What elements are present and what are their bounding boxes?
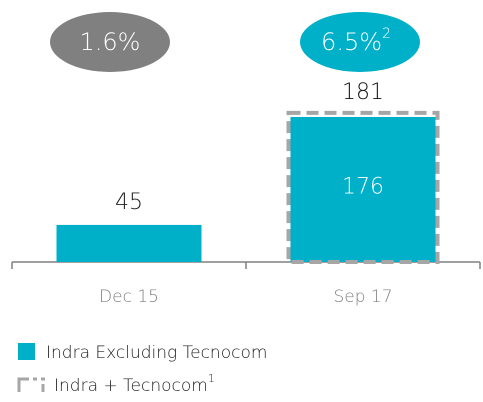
legend-label: Indra Excluding Tecnocom xyxy=(46,343,267,363)
total-label: 181 xyxy=(342,80,384,105)
growth-label: 1.6% xyxy=(80,28,141,56)
data-label: 176 xyxy=(342,174,384,199)
x-tick-label: Dec 15 xyxy=(99,287,159,307)
legend-name: Indra + Tecnocom xyxy=(54,376,208,396)
growth-label: 6.5%2 xyxy=(321,26,391,56)
legend-label: Indra + Tecnocom1 xyxy=(54,372,215,396)
footnote-mark: 1 xyxy=(208,372,215,385)
data-label: 45 xyxy=(115,190,143,215)
bar xyxy=(290,116,436,262)
total-outline xyxy=(286,110,440,264)
growth-bubble xyxy=(300,12,420,72)
bar xyxy=(56,224,202,262)
growth-bubble xyxy=(50,12,170,72)
x-tick-label: Sep 17 xyxy=(333,287,392,307)
legend-swatch xyxy=(17,377,45,392)
footnote-mark: 2 xyxy=(382,26,391,42)
growth-value: 1.6% xyxy=(80,28,141,56)
growth-value: 6.5% xyxy=(321,28,382,56)
legend-swatch xyxy=(18,343,35,360)
